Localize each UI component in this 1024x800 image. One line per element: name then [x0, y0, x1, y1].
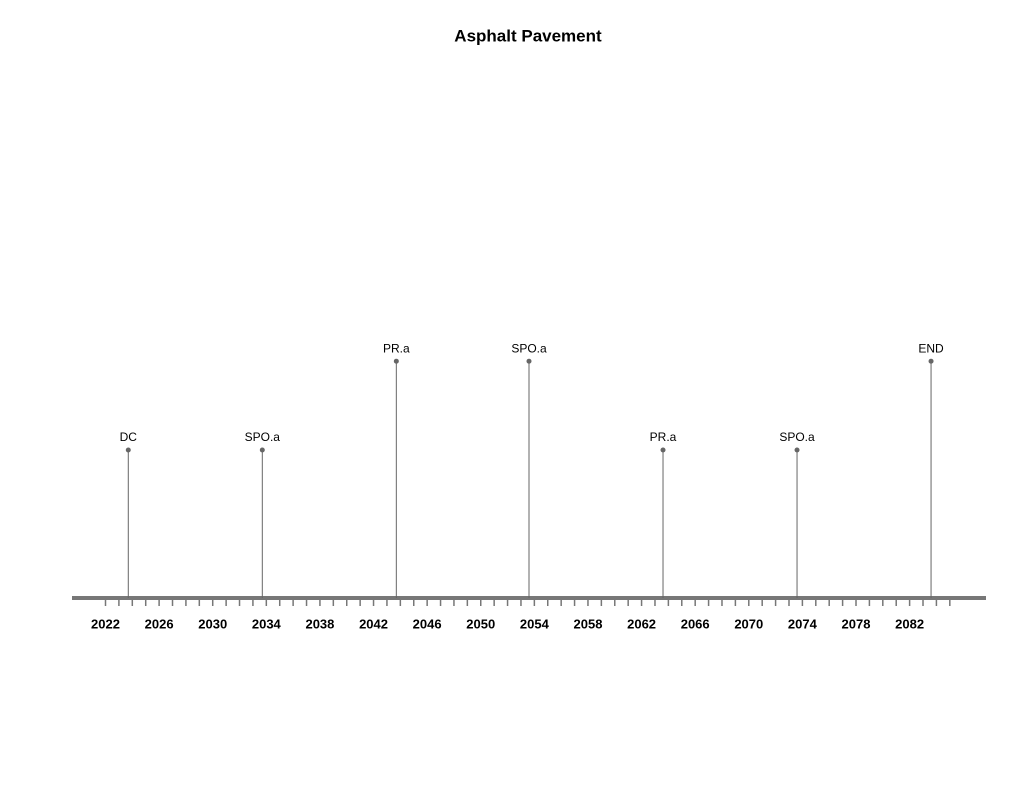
event-label: SPO.a: [245, 430, 281, 444]
x-tick-label: 2058: [574, 616, 603, 631]
x-tick-label: 2034: [252, 616, 282, 631]
x-tick-label: 2078: [842, 616, 871, 631]
event-label: DC: [120, 430, 138, 444]
x-tick-label: 2066: [681, 616, 710, 631]
event-label: SPO.a: [511, 341, 547, 355]
x-tick-label: 2070: [734, 616, 763, 631]
x-tick-label: 2082: [895, 616, 924, 631]
event-point: [526, 358, 532, 364]
x-tick-label: 2042: [359, 616, 388, 631]
event-label: PR.a: [383, 341, 410, 355]
event-point: [125, 447, 131, 453]
x-tick-label: 2050: [466, 616, 495, 631]
x-tick-label: 2046: [413, 616, 442, 631]
x-tick-label: 2022: [91, 616, 120, 631]
chart-title: Asphalt Pavement: [454, 26, 602, 45]
event-label: END: [918, 341, 944, 355]
event-point: [928, 358, 934, 364]
event-label: PR.a: [650, 430, 677, 444]
event-point: [660, 447, 666, 453]
x-tick-label: 2030: [198, 616, 227, 631]
x-tick-label: 2074: [788, 616, 818, 631]
event-point: [794, 447, 800, 453]
x-tick-label: 2062: [627, 616, 656, 631]
event-point: [393, 358, 399, 364]
event-point: [259, 447, 265, 453]
x-tick-label: 2026: [145, 616, 174, 631]
x-tick-label: 2038: [305, 616, 334, 631]
x-tick-label: 2054: [520, 616, 550, 631]
event-label: SPO.a: [779, 430, 815, 444]
